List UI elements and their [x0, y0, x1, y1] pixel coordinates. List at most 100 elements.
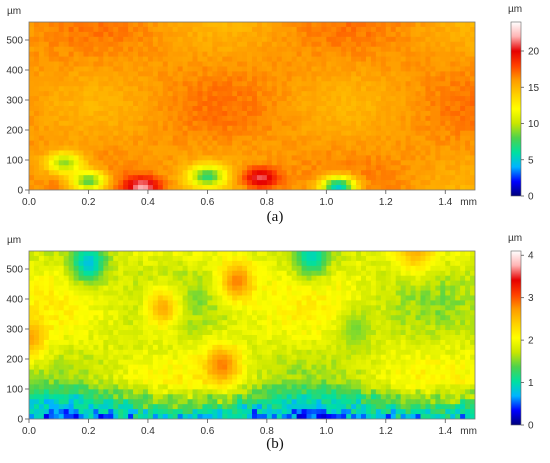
- heatmap-cell: [34, 86, 40, 92]
- heatmap-cell: [79, 146, 85, 152]
- heatmap-cell: [450, 101, 456, 107]
- heatmap-cell: [252, 160, 258, 166]
- heatmap-cell: [113, 335, 119, 341]
- heatmap-cell: [435, 320, 441, 326]
- heatmap-cell: [435, 101, 441, 107]
- heatmap-cell: [123, 286, 129, 292]
- heatmap-cell: [103, 155, 109, 161]
- heatmap-cell: [197, 170, 203, 176]
- heatmap-cell: [346, 131, 352, 137]
- heatmap-cell: [396, 121, 402, 127]
- heatmap-cell: [178, 320, 184, 326]
- heatmap-cell: [311, 251, 317, 257]
- heatmap-cell: [93, 66, 99, 72]
- heatmap-cell: [108, 116, 114, 122]
- heatmap-cell: [212, 310, 218, 316]
- heatmap-cell: [59, 266, 65, 272]
- heatmap-cell: [138, 27, 144, 33]
- heatmap-cell: [267, 86, 273, 92]
- heatmap-cell: [381, 276, 387, 282]
- heatmap-cell: [346, 291, 352, 297]
- heatmap-cell: [257, 66, 263, 72]
- heatmap-cell: [331, 96, 337, 102]
- heatmap-cell: [356, 57, 362, 63]
- heatmap-cell: [39, 47, 45, 53]
- heatmap-cell: [425, 126, 431, 132]
- heatmap-cell: [272, 81, 278, 87]
- heatmap-cell: [148, 42, 154, 48]
- heatmap-cell: [396, 42, 402, 48]
- heatmap-cell: [118, 86, 124, 92]
- heatmap-cell: [465, 305, 471, 311]
- heatmap-cell: [168, 175, 174, 181]
- heatmap-cell: [401, 310, 407, 316]
- heatmap-cell: [440, 310, 446, 316]
- heatmap-cell: [227, 276, 233, 282]
- heatmap-cell: [103, 52, 109, 58]
- heatmap-cell: [406, 101, 412, 107]
- heatmap-cell: [351, 266, 357, 272]
- heatmap-cell: [29, 47, 35, 53]
- heatmap-cell: [237, 22, 243, 28]
- heatmap-cell: [29, 27, 35, 33]
- heatmap-cell: [183, 47, 189, 53]
- heatmap-cell: [64, 335, 70, 341]
- heatmap-cell: [252, 57, 258, 63]
- heatmap-cell: [386, 291, 392, 297]
- heatmap-cell: [307, 76, 313, 82]
- heatmap-cell: [173, 126, 179, 132]
- heatmap-cell: [307, 165, 313, 171]
- heatmap-cell: [29, 286, 35, 292]
- heatmap-cell: [282, 170, 288, 176]
- heatmap-cell: [346, 300, 352, 306]
- heatmap-cell: [371, 91, 377, 97]
- heatmap-cell: [242, 175, 248, 181]
- heatmap-cell: [326, 96, 332, 102]
- heatmap-cell: [108, 300, 114, 306]
- heatmap-cell: [168, 180, 174, 186]
- heatmap-cell: [351, 170, 357, 176]
- heatmap-cell: [297, 335, 303, 341]
- heatmap-cell: [440, 305, 446, 311]
- heatmap-cell: [435, 271, 441, 277]
- heatmap-cell: [197, 266, 203, 272]
- heatmap-cell: [321, 81, 327, 87]
- heatmap-cell: [212, 325, 218, 331]
- heatmap-cell: [381, 325, 387, 331]
- heatmap-cell: [401, 37, 407, 43]
- heatmap-cell: [44, 256, 50, 262]
- heatmap-cell: [331, 266, 337, 272]
- heatmap-cell: [302, 315, 308, 321]
- heatmap-cell: [148, 295, 154, 301]
- heatmap-cell: [183, 131, 189, 137]
- heatmap-cell: [128, 116, 134, 122]
- heatmap-cell: [133, 305, 139, 311]
- heatmap-cell: [257, 291, 263, 297]
- heatmap-cell: [302, 57, 308, 63]
- heatmap-cell: [257, 141, 263, 147]
- heatmap-cell: [247, 295, 253, 301]
- heatmap-cell: [297, 136, 303, 142]
- heatmap-cell: [435, 340, 441, 346]
- heatmap-cell: [361, 52, 367, 58]
- heatmap-cell: [34, 165, 40, 171]
- heatmap-cell: [307, 86, 313, 92]
- heatmap-cell: [173, 101, 179, 107]
- heatmap-cell: [183, 150, 189, 156]
- heatmap-cell: [371, 81, 377, 87]
- heatmap-cell: [222, 121, 228, 127]
- heatmap-cell: [74, 291, 80, 297]
- heatmap-cell: [440, 155, 446, 161]
- heatmap-cell: [356, 116, 362, 122]
- heatmap-cell: [356, 160, 362, 166]
- heatmap-cell: [222, 261, 228, 267]
- heatmap-cell: [163, 350, 169, 356]
- heatmap-cell: [118, 32, 124, 38]
- heatmap-cell: [173, 180, 179, 186]
- heatmap-cell: [411, 81, 417, 87]
- heatmap-cell: [411, 42, 417, 48]
- heatmap-cell: [455, 126, 461, 132]
- heatmap-cell: [351, 136, 357, 142]
- heatmap-cell: [277, 96, 283, 102]
- heatmap-cell: [143, 350, 149, 356]
